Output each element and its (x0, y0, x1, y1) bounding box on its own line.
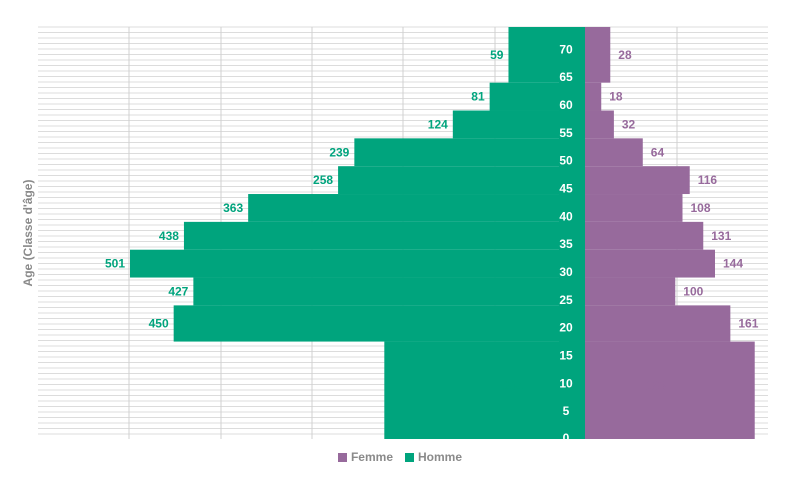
bar-homme-5 (248, 194, 559, 222)
data-label-femme-5: 108 (691, 201, 711, 215)
chart-legend: Femme Homme (0, 450, 800, 464)
data-label-homme-2: 427 (168, 284, 188, 298)
data-label-homme-4: 438 (159, 229, 179, 243)
age-tick-70: 70 (559, 42, 573, 56)
age-tick-0: 0 (563, 431, 570, 445)
bar-femme-9 (585, 82, 602, 111)
bar-femme-2 (585, 277, 676, 306)
bar-homme-3 (130, 249, 559, 278)
data-label-homme-9: 81 (471, 90, 485, 104)
age-tick-50: 50 (559, 154, 573, 168)
data-label-homme-3: 501 (105, 257, 125, 271)
age-tick-45: 45 (559, 181, 573, 195)
legend-label-femme: Femme (350, 450, 393, 464)
bar-femme-7 (585, 138, 643, 167)
legend-swatch-homme (405, 452, 414, 462)
bar-homme-8 (452, 110, 559, 139)
bar-homme-9 (489, 82, 559, 111)
age-tick-55: 55 (559, 126, 573, 140)
legend-swatch-femme (337, 452, 347, 462)
bar-homme-6 (338, 166, 559, 195)
data-label-femme-8: 32 (622, 117, 636, 131)
center-spine (559, 27, 585, 439)
bar-homme-1 (173, 305, 559, 342)
age-tick-15: 15 (559, 348, 573, 362)
bar-femme-6 (585, 166, 690, 195)
bar-femme-10 (585, 27, 611, 83)
data-label-homme-0: 204 (503, 379, 523, 393)
bar-femme-8 (585, 110, 614, 139)
bar-homme-4 (183, 221, 559, 250)
data-label-homme-1: 450 (149, 316, 169, 330)
data-label-homme-10: 59 (490, 48, 504, 62)
data-label-femme-6: 116 (698, 173, 718, 187)
bar-homme-2 (193, 277, 559, 306)
bar-femme-5 (585, 194, 683, 222)
data-label-femme-1: 161 (738, 316, 758, 330)
age-tick-5: 5 (563, 404, 570, 418)
bar-femme-1 (585, 305, 731, 342)
data-label-homme-7: 239 (329, 145, 349, 159)
bar-homme-10 (508, 27, 559, 83)
bar-homme-0 (384, 341, 559, 439)
y-axis-title: Age (Classe d'âge) (21, 180, 35, 287)
data-label-femme-0: 188 (646, 379, 666, 393)
data-label-femme-3: 144 (723, 257, 743, 271)
legend-item-homme: Homme (405, 450, 462, 464)
age-tick-60: 60 (559, 98, 573, 112)
age-tick-35: 35 (559, 237, 573, 251)
age-tick-65: 65 (559, 70, 573, 84)
age-tick-25: 25 (559, 293, 573, 307)
legend-item-femme: Femme (337, 450, 393, 464)
data-label-homme-8: 124 (428, 117, 448, 131)
data-label-femme-2: 100 (683, 284, 703, 298)
data-label-femme-9: 18 (609, 90, 623, 104)
bar-femme-4 (585, 221, 704, 250)
data-label-homme-5: 363 (223, 201, 243, 215)
bar-femme-3 (585, 249, 715, 278)
age-tick-20: 20 (559, 321, 573, 335)
data-label-femme-7: 64 (651, 145, 665, 159)
legend-label-homme: Homme (418, 450, 463, 464)
bar-homme-7 (354, 138, 559, 167)
data-label-femme-4: 131 (711, 229, 731, 243)
age-tick-30: 30 (559, 265, 573, 279)
data-label-homme-6: 258 (313, 173, 333, 187)
data-label-femme-10: 28 (618, 48, 632, 62)
age-tick-10: 10 (559, 376, 573, 390)
age-tick-40: 40 (559, 209, 573, 223)
bar-femme-0 (585, 341, 755, 439)
